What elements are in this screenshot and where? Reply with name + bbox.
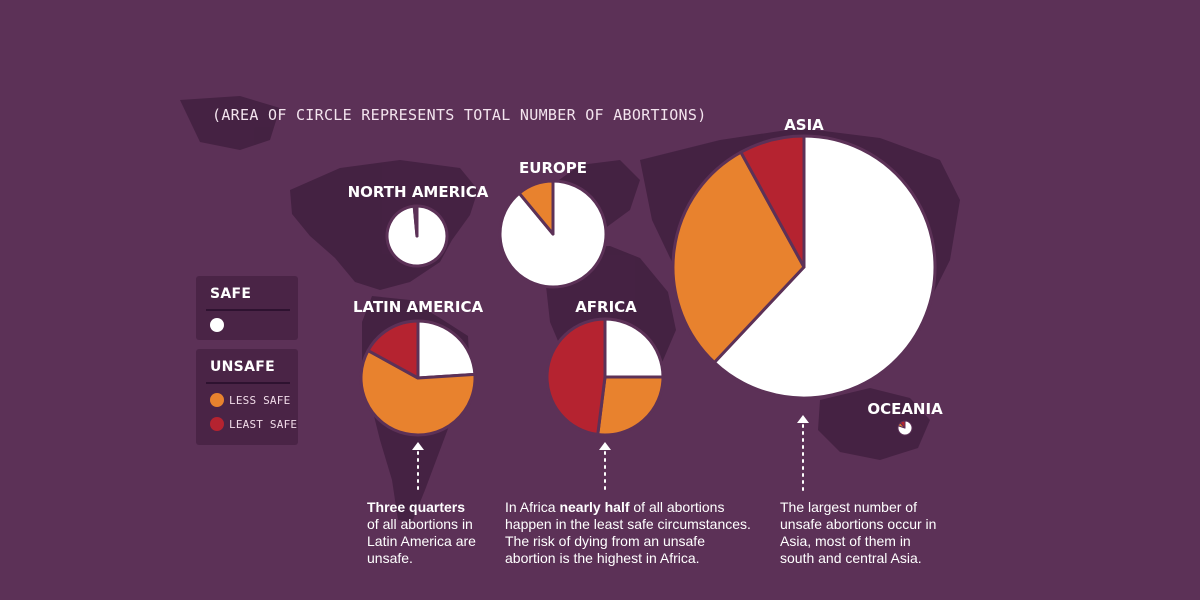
region-label-africa: AFRICA xyxy=(575,298,637,316)
legend-safe-header: SAFE xyxy=(210,286,252,302)
legend-safe: SAFE xyxy=(196,276,298,340)
pie-slice-asia-less-safe xyxy=(671,150,806,364)
pointer-arrows xyxy=(412,415,809,493)
pie-slice-latin-america-least-safe xyxy=(366,319,420,380)
region-label-oceania: OCEANIA xyxy=(867,400,943,418)
pie-slice-oceania-least-safe xyxy=(899,420,906,429)
note-asia: The largest number of unsafe abortions o… xyxy=(780,499,940,567)
chart-subtitle: (AREA OF CIRCLE REPRESENTS TOTAL NUMBER … xyxy=(212,106,707,124)
pie-slice-asia-safe xyxy=(712,134,937,400)
pie-slice-latin-america-less-safe xyxy=(359,349,477,437)
legend-less-safe-label: LESS SAFE xyxy=(229,394,291,407)
note-africa-text: of all abortions happen in the least saf… xyxy=(505,499,751,566)
pie-slice-europe-less-safe xyxy=(517,179,555,236)
note-africa-pre: In Africa xyxy=(505,499,560,515)
pointer-head-asia xyxy=(797,415,809,423)
region-label-latin-america: LATIN AMERICA xyxy=(353,298,484,316)
least-safe-swatch xyxy=(210,417,224,431)
pointer-head-latin-america xyxy=(412,442,424,450)
legend-least-safe-label: LEAST SAFE xyxy=(229,418,298,431)
pie-charts xyxy=(359,134,937,437)
note-africa: In Africa nearly half of all abortions h… xyxy=(505,499,757,567)
legend-unsafe-header: UNSAFE xyxy=(210,359,275,375)
note-latin-america-text: of all abortions in Latin America are un… xyxy=(367,516,476,566)
pointer-head-africa xyxy=(599,442,611,450)
legend-unsafe: UNSAFE LESS SAFE LEAST SAFE xyxy=(196,349,298,445)
pie-slice-africa-safe xyxy=(603,317,665,379)
pie-slice-north-america-less-safe xyxy=(412,204,419,238)
region-label-asia: ASIA xyxy=(784,116,824,134)
legend-unsafe-divider xyxy=(206,382,290,384)
legend-safe-divider xyxy=(206,309,290,311)
region-label-europe: EUROPE xyxy=(519,159,587,177)
region-label-north-america: NORTH AMERICA xyxy=(348,183,489,201)
note-latin-america: Three quarters of all abortions in Latin… xyxy=(367,499,487,567)
less-safe-swatch xyxy=(210,393,224,407)
note-asia-text: The largest number of unsafe abortions o… xyxy=(780,499,937,566)
note-africa-bold: nearly half xyxy=(559,499,630,515)
safe-swatch xyxy=(210,318,224,332)
pie-slice-africa-less-safe xyxy=(596,375,665,437)
pie-slice-asia-least-safe xyxy=(739,134,806,269)
note-latin-america-bold: Three quarters xyxy=(367,499,466,515)
pie-slice-latin-america-safe xyxy=(416,319,477,380)
pie-slice-africa-least-safe xyxy=(545,317,607,437)
